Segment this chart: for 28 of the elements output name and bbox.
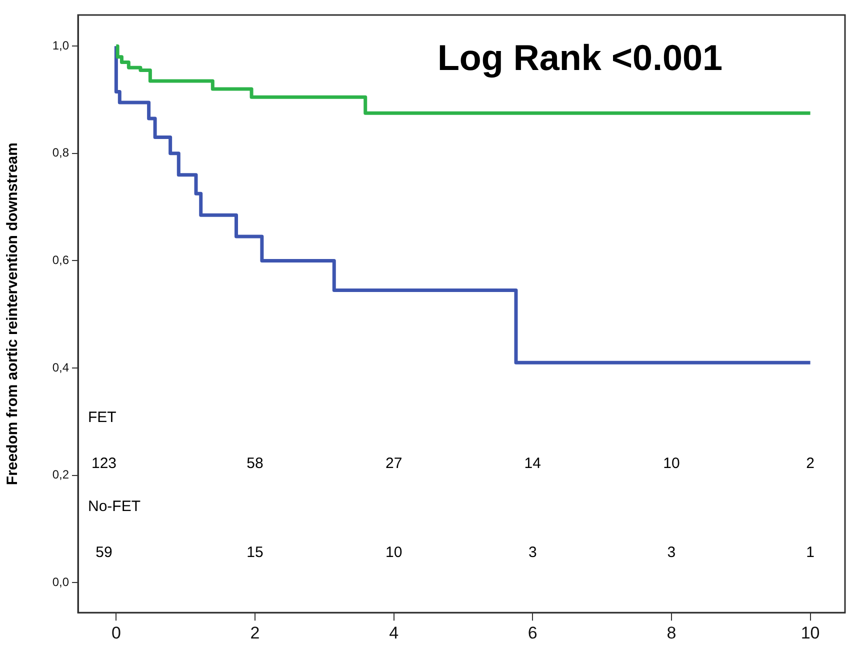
x-tick-label: 10 [800, 623, 820, 642]
annotation: FET [88, 409, 116, 426]
annotation: 123 [91, 455, 117, 472]
y-tick-label: 0,2 [52, 468, 70, 482]
annotation: 2 [806, 455, 814, 472]
annotation: Log Rank <0.001 [437, 36, 723, 78]
annotation: 3 [667, 544, 676, 562]
annotation: 1 [806, 544, 814, 562]
x-tick-label: 4 [389, 623, 399, 642]
x-tick-label: 8 [666, 623, 676, 642]
annotation: 10 [663, 455, 680, 472]
y-tick-label: 0,4 [52, 360, 70, 374]
y-tick-label: 0,8 [52, 146, 70, 160]
y-tick-label: 0,6 [52, 253, 70, 268]
x-tick-label: 0 [111, 623, 121, 642]
x-tick-label: 2 [250, 623, 260, 642]
x-tick-label: 6 [528, 623, 538, 642]
annotation: No-FET [88, 498, 140, 516]
annotation: 27 [385, 455, 402, 472]
annotation: 58 [246, 455, 264, 472]
annotation: 10 [385, 544, 402, 562]
annotation: 59 [96, 544, 112, 562]
y-axis-title: Freedom from aortic reintervention downstream [4, 142, 22, 486]
annotation: 3 [528, 544, 537, 562]
y-tick-label: 1,0 [52, 38, 70, 52]
y-tick-label: 0,0 [52, 574, 70, 589]
annotation: 14 [524, 455, 541, 472]
annotation: 15 [246, 544, 264, 562]
